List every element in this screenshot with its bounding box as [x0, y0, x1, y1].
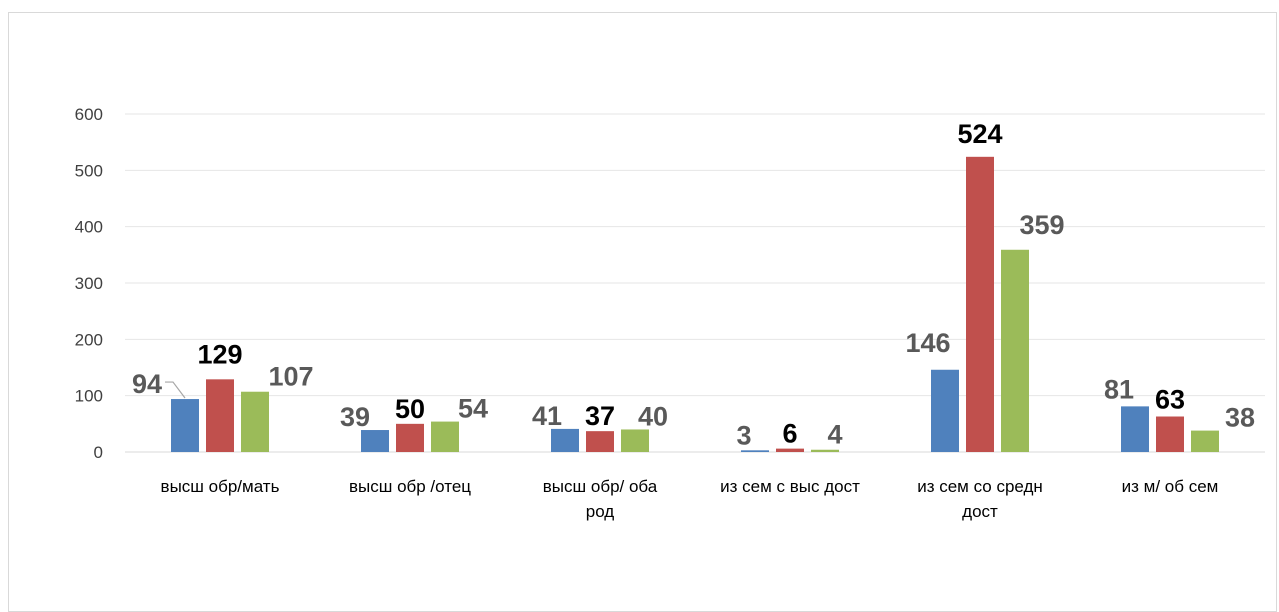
category-label: из сем со средн [917, 477, 1043, 496]
category-label: из сем с выс дост [720, 477, 860, 496]
data-label: 41 [532, 401, 562, 431]
bar [551, 428, 579, 452]
data-label: 39 [340, 402, 370, 432]
bar [206, 379, 234, 452]
bar [1191, 430, 1219, 452]
bar [171, 399, 199, 452]
bar [931, 369, 959, 452]
y-tick-label: 400 [75, 218, 103, 237]
y-tick-label: 600 [75, 105, 103, 124]
bar [1121, 406, 1149, 452]
bar [741, 450, 769, 452]
data-label: 81 [1104, 374, 1134, 404]
data-label: 94 [132, 369, 162, 399]
category-label: дост [962, 502, 998, 521]
data-label: 38 [1225, 403, 1255, 433]
bar [776, 448, 804, 452]
data-label: 6 [782, 419, 797, 449]
category-label: высш обр /отец [349, 477, 471, 496]
y-tick-label: 100 [75, 387, 103, 406]
data-label: 50 [395, 394, 425, 424]
bar [621, 429, 649, 452]
category-label: из м/ об сем [1122, 477, 1219, 496]
bar [811, 449, 839, 452]
category-label: высш обр/ оба [543, 477, 658, 496]
leader-lines [165, 381, 186, 399]
gridlines [125, 113, 1265, 453]
y-axis-ticks: 0 100 200 300 400 500 600 [75, 105, 103, 462]
data-label: 129 [197, 339, 242, 369]
y-tick-label: 300 [75, 274, 103, 293]
bar [396, 423, 424, 452]
data-label: 146 [905, 328, 950, 358]
bars [171, 156, 1219, 452]
data-labels: 94 129 107 39 50 54 41 37 40 3 6 4 146 524 359 81 63 38 [132, 119, 1255, 450]
bar [241, 391, 269, 452]
bar [966, 156, 994, 452]
bar [1156, 416, 1184, 452]
category-label: высш обр/мать [161, 477, 280, 496]
bar [431, 421, 459, 452]
chart-frame [8, 12, 1277, 612]
bar [1001, 249, 1029, 452]
data-label: 3 [736, 420, 751, 450]
data-label: 40 [638, 401, 668, 431]
bar [361, 430, 389, 452]
data-label: 4 [827, 420, 842, 450]
category-labels: высш обр/мать высш обр /отец высш обр/ оба… [161, 477, 1219, 521]
y-tick-label: 0 [94, 443, 103, 462]
data-label: 37 [585, 401, 615, 431]
y-tick-label: 200 [75, 330, 103, 349]
y-tick-label: 500 [75, 161, 103, 180]
data-label: 107 [268, 362, 313, 392]
leader-line [165, 381, 186, 399]
data-label: 359 [1019, 210, 1064, 240]
category-label: род [586, 502, 615, 521]
data-label: 63 [1155, 385, 1185, 415]
data-label: 54 [458, 394, 488, 424]
data-label: 524 [957, 119, 1002, 149]
bar [586, 431, 614, 452]
